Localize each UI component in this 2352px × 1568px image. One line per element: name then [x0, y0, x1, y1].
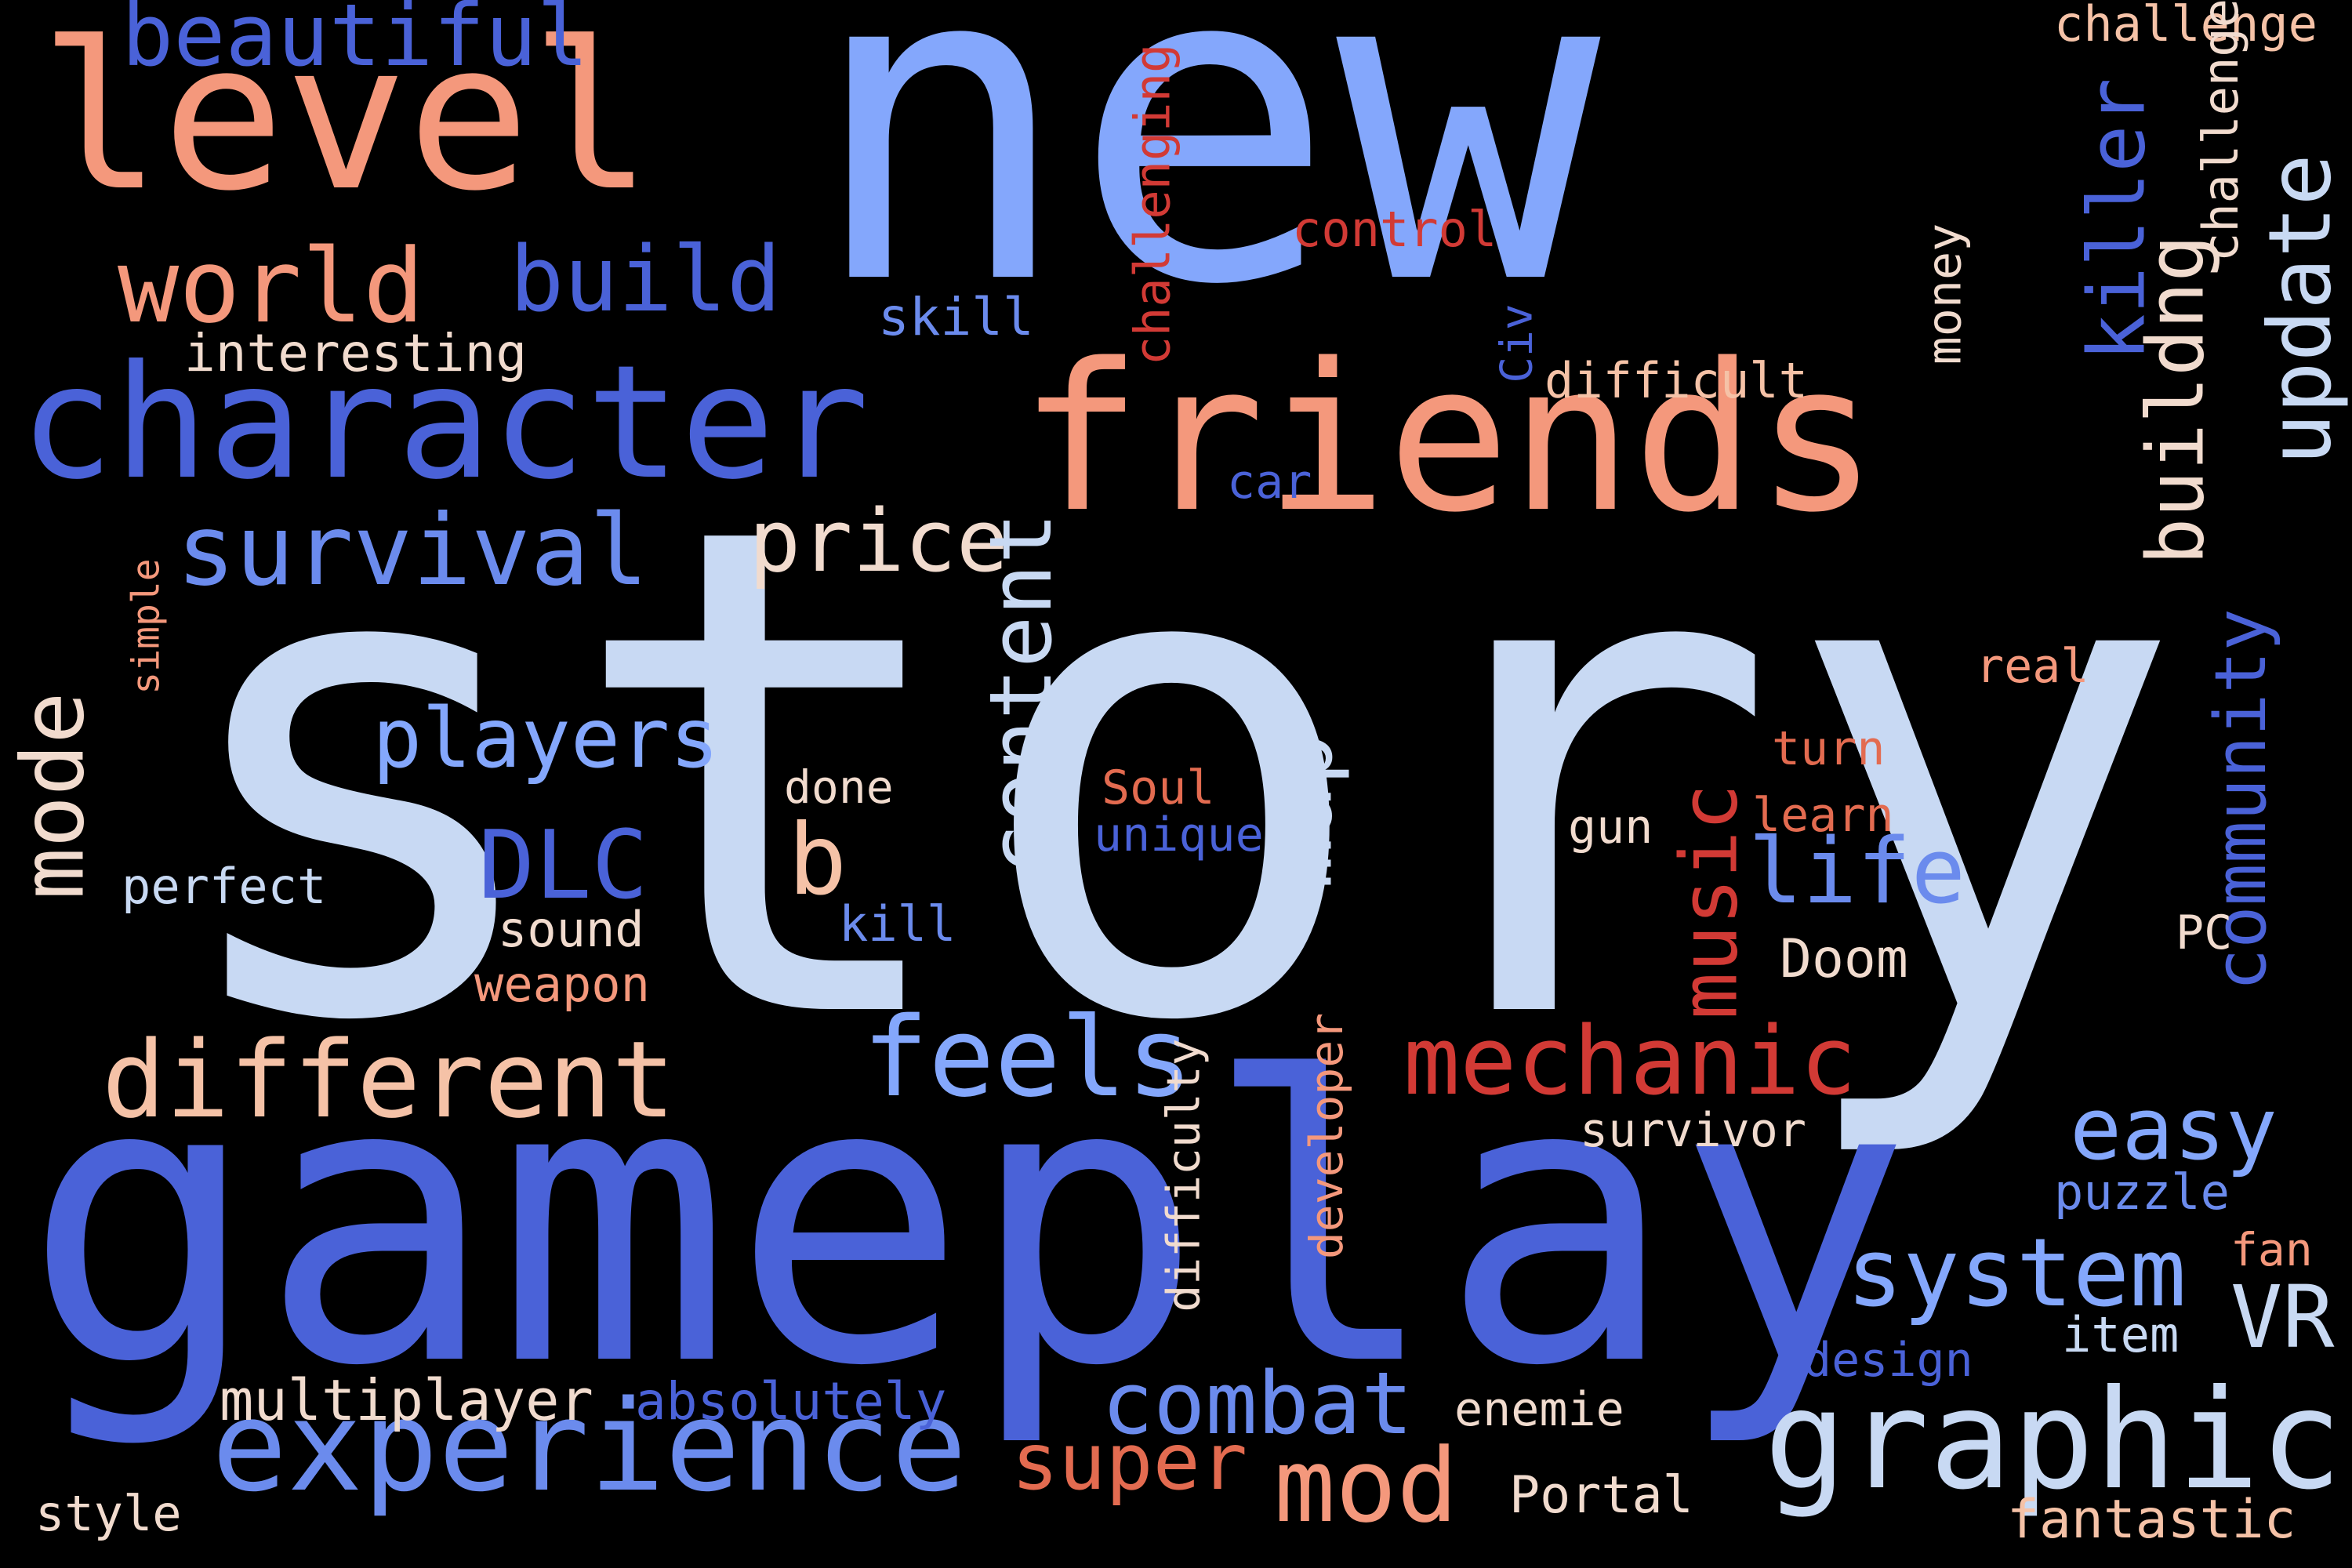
word-players: mode	[2, 691, 103, 900]
word-control: control	[1292, 201, 1497, 258]
word-turn: turn	[1772, 721, 1886, 776]
word-kill: kill	[839, 895, 956, 953]
word-difficult: difficult	[1544, 352, 1808, 409]
word-style: style	[35, 1485, 182, 1542]
word-system: system	[1846, 1219, 2187, 1328]
word-done: done	[784, 760, 894, 814]
word-unique: unique	[1094, 808, 1264, 862]
word-new: new	[808, 0, 1601, 381]
word-item: item	[2062, 1306, 2180, 1363]
word-perfect: perfect	[122, 858, 327, 915]
word-combat: combat	[1102, 1353, 1414, 1454]
word-money: money	[1917, 223, 1973, 365]
word-friends: friends	[1019, 321, 1878, 557]
word-challenge: challenge	[2054, 0, 2318, 53]
word-absolutely: absolutely	[635, 1371, 947, 1432]
word-enemie: enemie	[1454, 1382, 1624, 1437]
word-skill: skill	[878, 287, 1034, 347]
word-fan: fan	[2230, 1223, 2313, 1276]
word-build: build	[510, 227, 782, 332]
word-PC: PC	[2176, 906, 2233, 960]
word-b: b	[788, 804, 848, 917]
word-feels: players	[372, 691, 720, 786]
word-survivor: survivor	[1580, 1103, 1806, 1158]
word-car: car	[1227, 455, 1312, 510]
word-weapon: weapon	[474, 956, 650, 1013]
word-design: design	[1803, 1333, 1973, 1388]
word-easy: easy	[2070, 1079, 2278, 1179]
word-gun: gun	[1568, 800, 1653, 855]
word-sound: sound	[498, 901, 644, 958]
word-interesting: interesting	[184, 323, 528, 383]
word-story: story	[157, 383, 2187, 1168]
word-gameplay: gameplay	[24, 995, 1912, 1451]
word-mode: content	[970, 512, 1071, 876]
word-challenging: challenging	[1123, 43, 1181, 366]
word-puzzle: puzzle	[2054, 1163, 2230, 1221]
word-killer: killer	[2071, 78, 2163, 361]
word-real: real	[1976, 639, 2089, 694]
word-content: map	[1250, 733, 1352, 890]
word-graphic: graphic	[1764, 1361, 2343, 1520]
word-Doom: Doom	[1780, 928, 1908, 990]
word-experience: experience	[212, 1373, 967, 1519]
word-learn: learn	[1752, 788, 1894, 843]
word-fantastic: fantastic	[2007, 1489, 2296, 1551]
word-music: music	[1663, 783, 1755, 1020]
word-difficulty: difficulty	[1156, 1038, 1210, 1312]
word-mechanic: mechanic	[1403, 1007, 1857, 1116]
word-VR: VR	[2230, 1267, 2335, 1367]
word-DLC: DLC	[478, 811, 648, 920]
word-super: super	[1011, 1416, 1248, 1508]
word-Civ: Civ	[1491, 303, 1543, 383]
word-level: level	[39, 0, 653, 236]
word-map: life	[1748, 819, 1965, 924]
word-price: price	[749, 491, 1009, 591]
word-beautiful: beautiful	[122, 0, 590, 85]
word-challenge-vertical: challenge	[2191, 0, 2249, 262]
word-mod: mod	[1274, 1426, 1458, 1545]
word-world: world	[118, 227, 425, 346]
word-update: update	[2249, 154, 2350, 466]
word-life: feels	[862, 994, 1193, 1122]
word-developer: developer	[1300, 1012, 1354, 1260]
word-survival: survival	[176, 494, 649, 608]
word-Soul: Soul	[1102, 760, 1215, 815]
word-character: character	[20, 332, 869, 514]
word-Portal: Portal	[1509, 1466, 1693, 1525]
word-simple: simple	[124, 558, 169, 695]
word-different: different	[102, 1018, 676, 1142]
word-multiplayer: multiplayer	[220, 1367, 593, 1433]
